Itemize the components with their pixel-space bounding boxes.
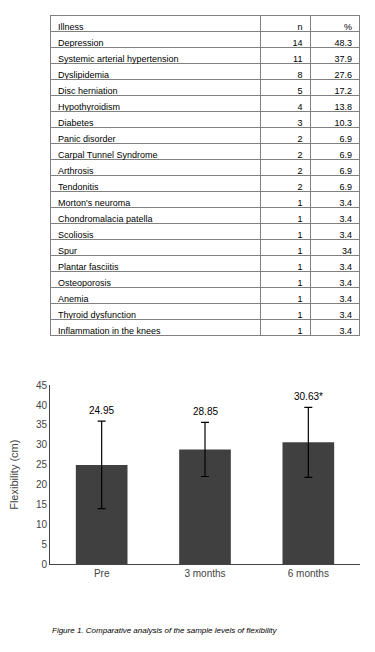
svg-text:11: 11 <box>293 54 302 64</box>
svg-text:6.9: 6.9 <box>339 134 352 144</box>
svg-text:Plantar fasciitis: Plantar fasciitis <box>58 262 119 272</box>
svg-text:27.6: 27.6 <box>334 70 352 80</box>
svg-text:2: 2 <box>297 166 302 176</box>
svg-text:37.9: 37.9 <box>334 54 352 64</box>
svg-text:13.8: 13.8 <box>334 102 352 112</box>
svg-text:0: 0 <box>41 559 47 570</box>
svg-text:Carpal Tunnel Syndrome: Carpal Tunnel Syndrome <box>58 150 158 160</box>
svg-text:1: 1 <box>297 310 302 320</box>
svg-text:2: 2 <box>297 182 302 192</box>
svg-text:45: 45 <box>36 380 48 391</box>
svg-text:30: 30 <box>36 439 48 450</box>
svg-text:3.4: 3.4 <box>339 262 352 272</box>
svg-text:1: 1 <box>297 278 302 288</box>
svg-text:3.4: 3.4 <box>339 294 352 304</box>
svg-text:Scoliosis: Scoliosis <box>58 230 94 240</box>
svg-text:Depression: Depression <box>58 38 104 48</box>
svg-text:%: % <box>344 22 352 32</box>
svg-text:1: 1 <box>297 246 302 256</box>
svg-text:6 months: 6 months <box>288 568 329 579</box>
svg-text:Disc herniation: Disc herniation <box>58 86 118 96</box>
svg-text:Osteoporosis: Osteoporosis <box>58 278 112 288</box>
svg-text:Figure 1. Comparative analysis: Figure 1. Comparative analysis of the sa… <box>52 626 278 635</box>
svg-text:Pre: Pre <box>94 568 110 579</box>
svg-text:1: 1 <box>297 230 302 240</box>
svg-text:3.4: 3.4 <box>339 310 352 320</box>
svg-text:30.63*: 30.63* <box>294 391 323 402</box>
svg-text:48.3: 48.3 <box>334 38 352 48</box>
svg-text:Dyslipidemia: Dyslipidemia <box>58 70 109 80</box>
svg-text:8: 8 <box>297 70 302 80</box>
svg-text:34: 34 <box>342 246 352 256</box>
svg-text:3.4: 3.4 <box>339 278 352 288</box>
svg-text:24.95: 24.95 <box>89 405 114 416</box>
svg-text:15: 15 <box>36 499 48 510</box>
svg-text:Panic disorder: Panic disorder <box>58 134 116 144</box>
svg-text:1: 1 <box>297 214 302 224</box>
svg-text:17.2: 17.2 <box>334 86 352 96</box>
svg-text:3.4: 3.4 <box>339 198 352 208</box>
svg-text:40: 40 <box>36 400 48 411</box>
svg-text:1: 1 <box>297 326 302 336</box>
svg-text:Chondromalacia patella: Chondromalacia patella <box>58 214 153 224</box>
svg-text:1: 1 <box>297 294 302 304</box>
svg-text:Illness: Illness <box>58 22 84 32</box>
svg-text:Morton's neuroma: Morton's neuroma <box>58 198 130 208</box>
svg-text:10.3: 10.3 <box>334 118 352 128</box>
svg-text:35: 35 <box>36 419 48 430</box>
svg-text:Inflammation in the knees: Inflammation in the knees <box>58 326 161 336</box>
svg-text:2: 2 <box>297 134 302 144</box>
svg-text:3 months: 3 months <box>184 568 225 579</box>
svg-text:3.4: 3.4 <box>339 214 352 224</box>
svg-text:1: 1 <box>297 262 302 272</box>
svg-text:3: 3 <box>297 118 302 128</box>
svg-text:Tendonitis: Tendonitis <box>58 182 99 192</box>
svg-text:4: 4 <box>297 102 302 112</box>
svg-text:3.4: 3.4 <box>339 230 352 240</box>
svg-text:Anemia: Anemia <box>58 294 89 304</box>
svg-text:5: 5 <box>41 539 47 550</box>
svg-text:Thyroid dysfunction: Thyroid dysfunction <box>58 310 136 320</box>
svg-text:6.9: 6.9 <box>339 150 352 160</box>
svg-text:Hypothyroidism: Hypothyroidism <box>58 102 120 112</box>
svg-text:6.9: 6.9 <box>339 182 352 192</box>
svg-text:6.9: 6.9 <box>339 166 352 176</box>
svg-text:3.4: 3.4 <box>339 326 352 336</box>
svg-text:14: 14 <box>292 38 302 48</box>
svg-text:25: 25 <box>36 459 48 470</box>
svg-text:1: 1 <box>297 198 302 208</box>
svg-text:2: 2 <box>297 150 302 160</box>
svg-text:Spur: Spur <box>58 246 77 256</box>
svg-text:n: n <box>297 22 302 32</box>
svg-text:20: 20 <box>36 479 48 490</box>
svg-text:Diabetes: Diabetes <box>58 118 94 128</box>
svg-text:5: 5 <box>297 86 302 96</box>
svg-text:Arthrosis: Arthrosis <box>58 166 94 176</box>
svg-text:10: 10 <box>36 519 48 530</box>
svg-text:Systemic arterial hypertension: Systemic arterial hypertension <box>58 54 179 64</box>
svg-text:Flexibility (cm): Flexibility (cm) <box>8 440 20 510</box>
svg-text:28.85: 28.85 <box>193 406 218 417</box>
